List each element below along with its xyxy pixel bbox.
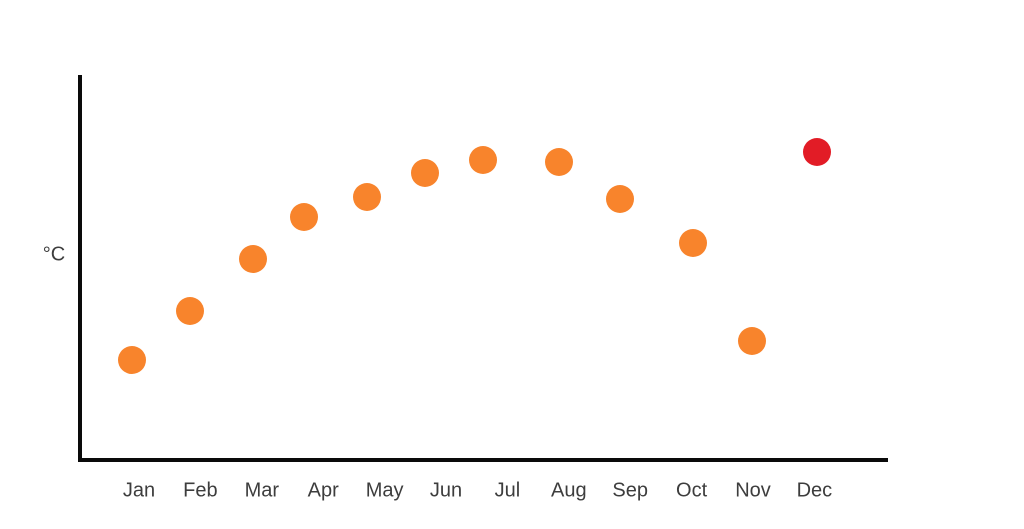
x-tick-label-jul: Jul [494, 479, 521, 502]
data-point-oct[interactable] [678, 229, 707, 258]
x-tick-label-sep: Sep [612, 479, 648, 502]
y-axis-label: °C [42, 243, 66, 266]
x-tick-label-jun: Jun [429, 479, 463, 502]
x-tick-label-may: May [365, 479, 404, 502]
x-tick-label-aug: Aug [551, 479, 587, 502]
data-point-aug[interactable] [544, 148, 573, 177]
x-axis-line [78, 458, 888, 462]
data-point-dec[interactable] [802, 138, 831, 166]
y-axis-line [78, 75, 82, 462]
x-tick-label-nov: Nov [735, 479, 771, 502]
data-point-apr[interactable] [290, 203, 319, 232]
x-tick-label-jan: Jan [122, 479, 156, 502]
data-point-jun[interactable] [411, 158, 440, 187]
data-point-mar[interactable] [239, 244, 268, 273]
data-point-jan[interactable] [118, 345, 147, 374]
data-point-jul[interactable] [468, 145, 497, 174]
x-tick-label-apr: Apr [307, 479, 339, 502]
x-tick-label-dec: Dec [796, 479, 833, 502]
data-point-sep[interactable] [605, 185, 634, 214]
data-point-may[interactable] [352, 182, 381, 211]
x-tick-label-mar: Mar [244, 479, 280, 502]
x-tick-label-oct: Oct [676, 479, 708, 502]
x-tick-label-feb: Feb [183, 479, 218, 502]
data-point-feb[interactable] [175, 297, 204, 326]
data-point-nov[interactable] [737, 326, 766, 355]
